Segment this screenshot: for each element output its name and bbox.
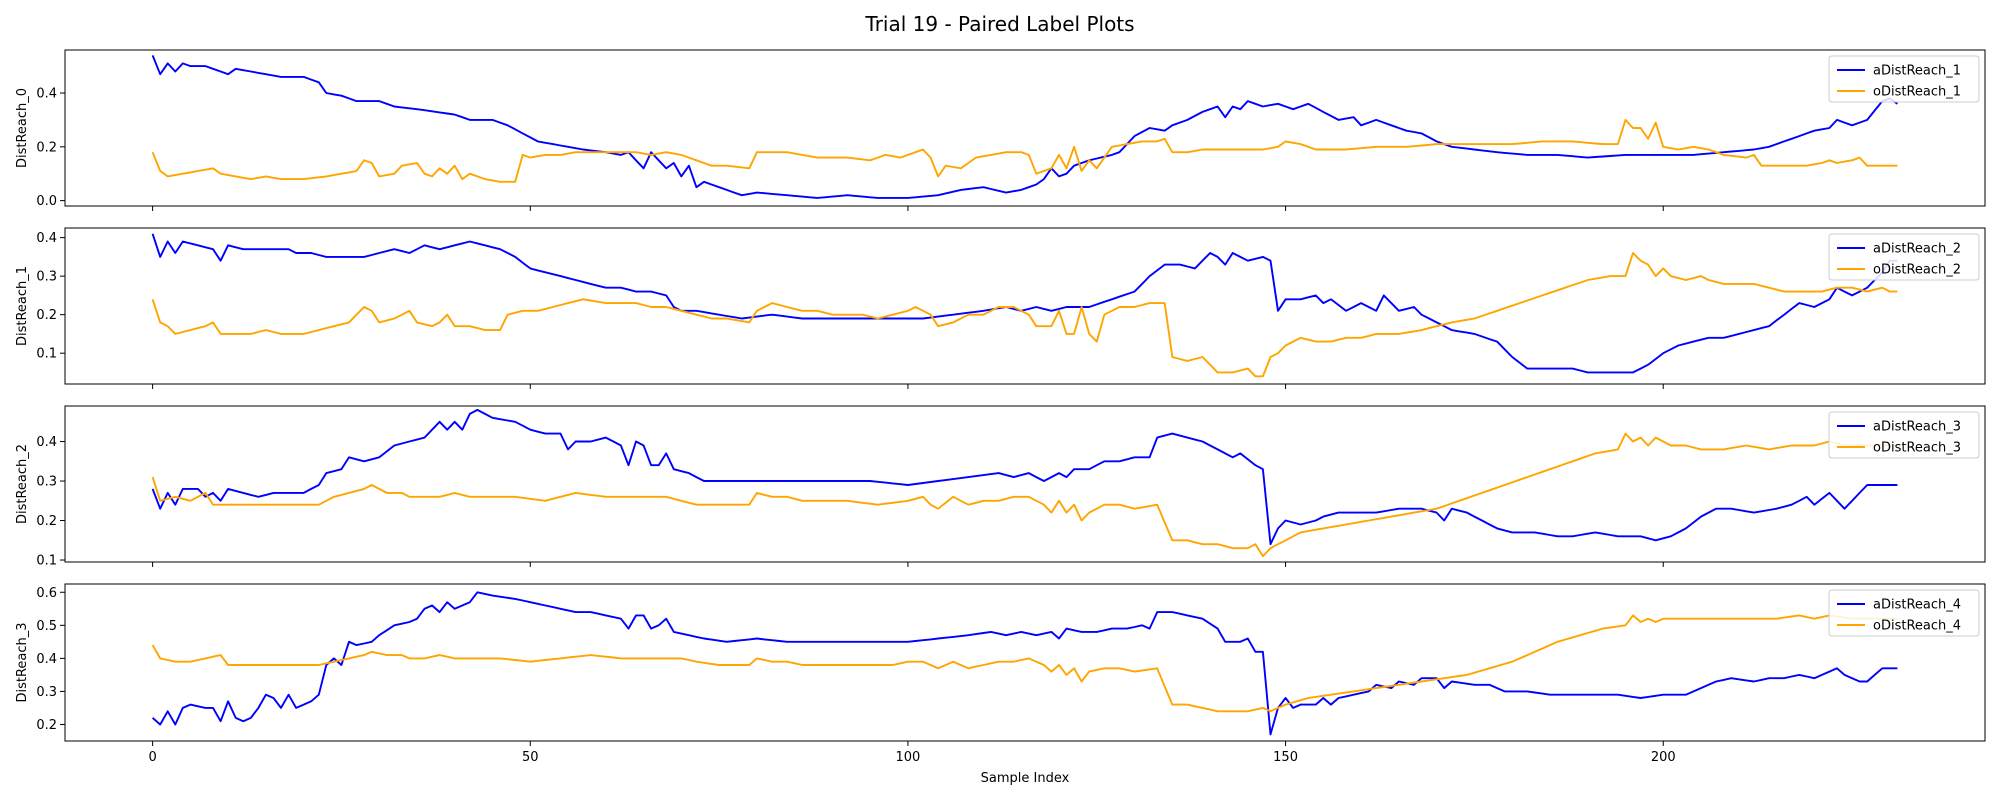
y-tick-label: 0.2 <box>36 140 57 155</box>
legend-label: oDistReach_3 <box>1873 441 1961 456</box>
y-axis-label: DistReach_3 <box>15 622 30 702</box>
panel-2: 0.1 0.2 0.3 0.4 DistReach_2 aDistReach_3 oDist… <box>15 405 1986 569</box>
x-axis-label: Sample Index <box>981 771 1070 786</box>
panel-3: 0.2 0.3 0.4 0.5 0.6 0 50 100 150 200 DistReach_3 aD… <box>15 583 1986 765</box>
axes-frame <box>64 583 1986 742</box>
x-tick-label: 100 <box>896 750 921 765</box>
series-line-oDistReach_3 <box>151 432 1898 558</box>
y-tick-label: 0.6 <box>36 586 57 601</box>
panel-0: 0.0 0.2 0.4 DistReach_0 aDistReach_1 oDistRea… <box>15 49 1986 211</box>
y-tick-label: 0.0 <box>36 194 57 209</box>
series-line-aDistReach_4 <box>151 591 1898 736</box>
legend-box <box>1828 411 1980 459</box>
y-tick-label: 0.4 <box>36 231 57 246</box>
chart-title: Trial 19 - Paired Label Plots <box>864 12 1134 36</box>
series-line-oDistReach_2 <box>151 252 1898 378</box>
legend-box <box>1828 233 1980 281</box>
legend-box <box>1828 55 1980 103</box>
y-tick-label: 0.2 <box>36 718 57 733</box>
axes-frame <box>64 227 1986 385</box>
y-axis-label: DistReach_0 <box>15 88 30 168</box>
legend-label: aDistReach_3 <box>1873 420 1961 435</box>
axes-frame <box>64 405 1986 563</box>
series-line-aDistReach_3 <box>151 408 1898 546</box>
legend-label: aDistReach_1 <box>1873 64 1961 79</box>
legend-label: aDistReach_4 <box>1873 598 1961 613</box>
series-line-oDistReach_4 <box>151 614 1898 713</box>
panel-series <box>151 233 1898 378</box>
y-tick-label: 0.3 <box>36 270 57 285</box>
panel-series <box>151 55 1898 199</box>
panel-series <box>151 408 1898 558</box>
y-tick-label: 0.4 <box>36 435 57 450</box>
y-tick-label: 0.1 <box>36 554 57 569</box>
x-tick-label: 50 <box>522 750 539 765</box>
x-tick-label: 200 <box>1651 750 1676 765</box>
x-tick-label: 0 <box>148 750 156 765</box>
legend-label: oDistReach_2 <box>1873 263 1961 278</box>
panel-1: 0.1 0.2 0.3 0.4 DistReach_1 aDistReach_2 oDist… <box>15 227 1986 389</box>
panel-series <box>151 591 1898 736</box>
y-tick-label: 0.3 <box>36 475 57 490</box>
axes-frame <box>64 49 1986 207</box>
series-line-aDistReach_2 <box>151 233 1898 374</box>
y-tick-label: 0.3 <box>36 685 57 700</box>
legend-box <box>1828 589 1980 637</box>
legend-label: aDistReach_2 <box>1873 242 1961 257</box>
y-tick-label: 0.4 <box>36 87 57 102</box>
y-axis-label: DistReach_2 <box>15 444 30 524</box>
series-line-oDistReach_1 <box>151 118 1898 183</box>
legend-label: oDistReach_4 <box>1873 619 1961 634</box>
y-tick-label: 0.4 <box>36 652 57 667</box>
y-tick-label: 0.1 <box>36 347 57 362</box>
x-tick-label: 150 <box>1273 750 1298 765</box>
legend-label: oDistReach_1 <box>1873 85 1961 100</box>
series-line-aDistReach_1 <box>151 55 1898 199</box>
chart-panels: 0.0 0.2 0.4 DistReach_0 aDistReach_1 oDistRea… <box>15 49 1986 765</box>
y-axis-label: DistReach_1 <box>15 266 30 346</box>
y-tick-label: 0.2 <box>36 308 57 323</box>
y-tick-label: 0.5 <box>36 619 57 634</box>
y-tick-label: 0.2 <box>36 514 57 529</box>
